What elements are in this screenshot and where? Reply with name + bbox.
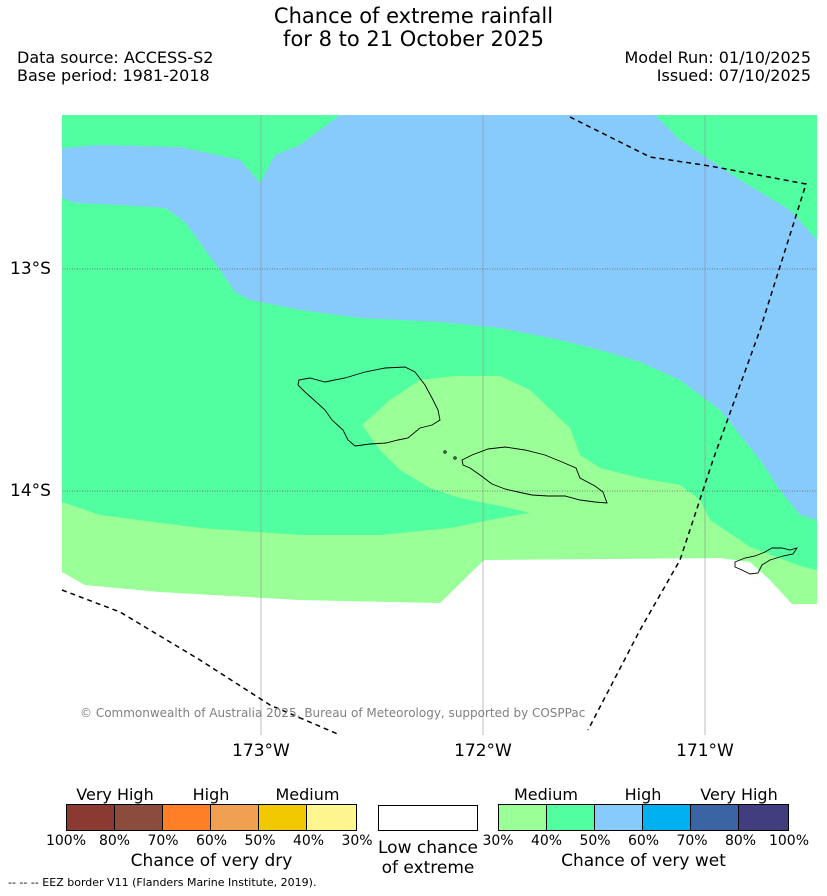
dry-swatch-2	[115, 805, 163, 830]
issued-date: Issued: 07/10/2025	[656, 66, 811, 85]
wet-colorbar	[498, 804, 789, 831]
latitude-lines	[62, 268, 817, 492]
dry-swatch-1	[67, 805, 115, 830]
wet-swatch-4	[643, 805, 691, 830]
tutuila-island	[734, 547, 799, 575]
map-area-low-chance	[62, 558, 817, 735]
dry-colorbar	[66, 804, 357, 831]
dry-tick-5: 40%	[292, 833, 325, 849]
map-area-light-green	[62, 376, 817, 604]
dry-heading-medium: Medium	[275, 785, 340, 804]
wet-tick-2: 50%	[579, 833, 611, 849]
wet-swatch-2	[547, 805, 595, 830]
eez-border	[61, 116, 807, 736]
dry-heading-high: High	[192, 785, 230, 804]
dry-tick-2: 70%	[147, 833, 179, 849]
lon-label-173w: 173°W	[232, 741, 290, 761]
wet-heading-very-high: Very High	[700, 785, 778, 804]
dry-swatch-3	[163, 805, 211, 830]
dry-tick-6: 30%	[341, 833, 373, 849]
wet-tick-5: 80%	[724, 833, 757, 849]
low-chance-label-line1: Low chance	[378, 838, 478, 858]
dry-heading-very-high: Very High	[76, 785, 154, 804]
wet-tick-4: 70%	[676, 833, 708, 849]
low-chance-swatch	[378, 805, 478, 831]
wet-tick-6: 100%	[768, 833, 810, 849]
copyright-notice: © Commonwealth of Australia 2025, Bureau…	[80, 706, 586, 720]
graticule	[260, 115, 706, 735]
dry-tick-1: 80%	[98, 833, 131, 849]
dry-swatch-5	[259, 805, 307, 830]
eez-footer-note: -- -- -- EEZ border V11 (Flanders Marine…	[8, 876, 317, 889]
dry-legend-label: Chance of very dry	[130, 851, 293, 871]
wet-swatch-5	[691, 805, 739, 830]
low-chance-label-line2: of extreme	[381, 858, 475, 878]
model-run: Model Run: 01/10/2025	[624, 48, 812, 67]
map-title-line1: Chance of extreme rainfall	[273, 4, 554, 28]
dry-swatch-4	[211, 805, 259, 830]
dry-tick-3: 60%	[195, 833, 228, 849]
lon-label-171w: 171°W	[676, 741, 734, 761]
wet-tick-1: 40%	[530, 833, 563, 849]
savaii-island	[297, 366, 441, 447]
dry-tick-4: 50%	[244, 833, 276, 849]
wet-swatch-1	[499, 805, 547, 830]
base-period: Base period: 1981-2018	[17, 66, 210, 85]
islands	[297, 366, 799, 575]
wet-heading-medium: Medium	[514, 785, 578, 804]
lat-label-14s: 14°S	[10, 481, 51, 501]
map-title-line2: for 8 to 21 October 2025	[283, 27, 544, 51]
lat-label-13s: 13°S	[10, 259, 51, 279]
upolu-island	[461, 446, 608, 504]
lon-label-172w: 172°W	[454, 741, 512, 761]
wet-tick-3: 60%	[627, 833, 660, 849]
wet-heading-high: High	[624, 785, 662, 804]
map-area-light-blue	[62, 115, 817, 520]
wet-swatch-6	[739, 805, 788, 830]
dry-tick-0: 100%	[45, 833, 87, 849]
dry-swatch-6	[307, 805, 356, 830]
data-source: Data source: ACCESS-S2	[17, 48, 214, 67]
wet-legend-label: Chance of very wet	[561, 851, 726, 871]
wet-swatch-3	[595, 805, 643, 830]
wet-tick-0: 30%	[482, 833, 514, 849]
